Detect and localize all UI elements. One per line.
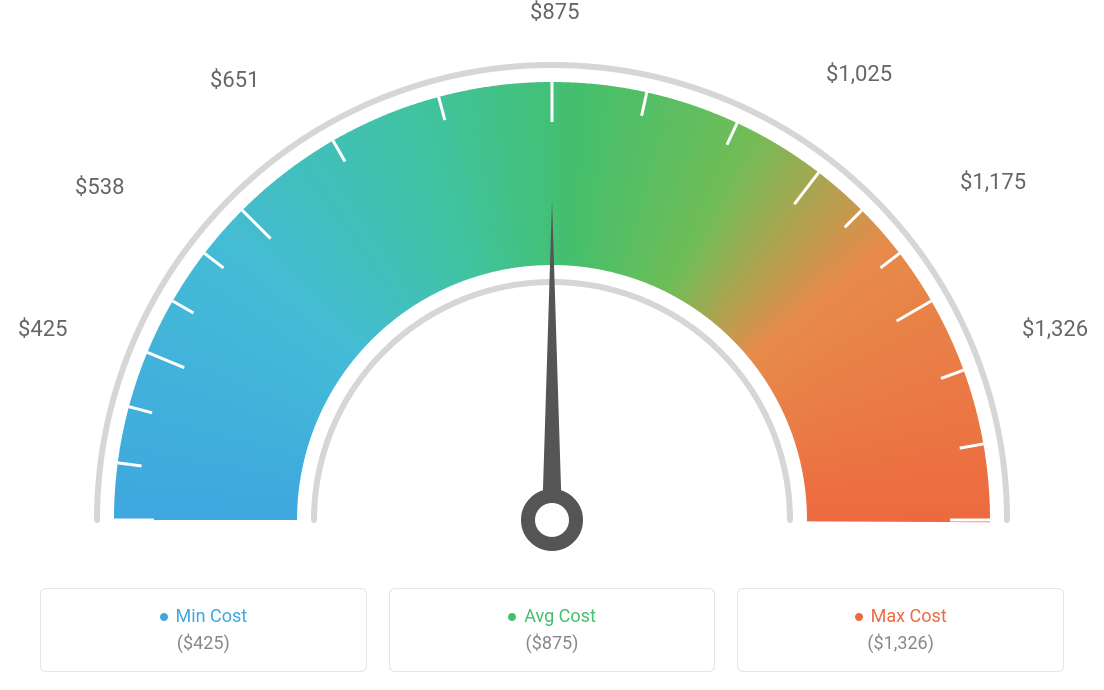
gauge-scale-label: $1,326 [1022,317,1088,342]
legend-card-max: Max Cost ($1,326) [737,588,1064,672]
legend-title-avg-text: Avg Cost [524,606,596,627]
legend-title-min-text: Min Cost [176,606,248,627]
legend-card-min: Min Cost ($425) [40,588,367,672]
gauge-scale-label: $425 [18,317,67,342]
legend-value-min: ($425) [177,633,230,654]
gauge-scale-label: $875 [530,0,579,25]
legend-value-max: ($1,326) [867,633,934,654]
legend-row: Min Cost ($425) Avg Cost ($875) Max Cost… [40,588,1064,672]
legend-title-avg: Avg Cost [508,606,596,627]
gauge-area: $425 $538 $651 $875 $1,025 $1,175 $1,326 [0,0,1104,570]
dot-icon [508,613,516,621]
gauge-scale-label: $538 [75,175,124,200]
gauge-chart-wrap: $425 $538 $651 $875 $1,025 $1,175 $1,326 Min C… [0,0,1104,690]
legend-title-min: Min Cost [160,606,248,627]
gauge-svg [0,0,1104,570]
gauge-scale-label: $651 [210,68,259,93]
dot-icon [855,613,863,621]
gauge-scale-label: $1,025 [826,62,892,87]
gauge-scale-label: $1,175 [960,170,1026,195]
dot-icon [160,613,168,621]
legend-title-max-text: Max Cost [871,606,947,627]
legend-value-avg: ($875) [526,633,579,654]
legend-card-avg: Avg Cost ($875) [389,588,716,672]
legend-title-max: Max Cost [855,606,947,627]
